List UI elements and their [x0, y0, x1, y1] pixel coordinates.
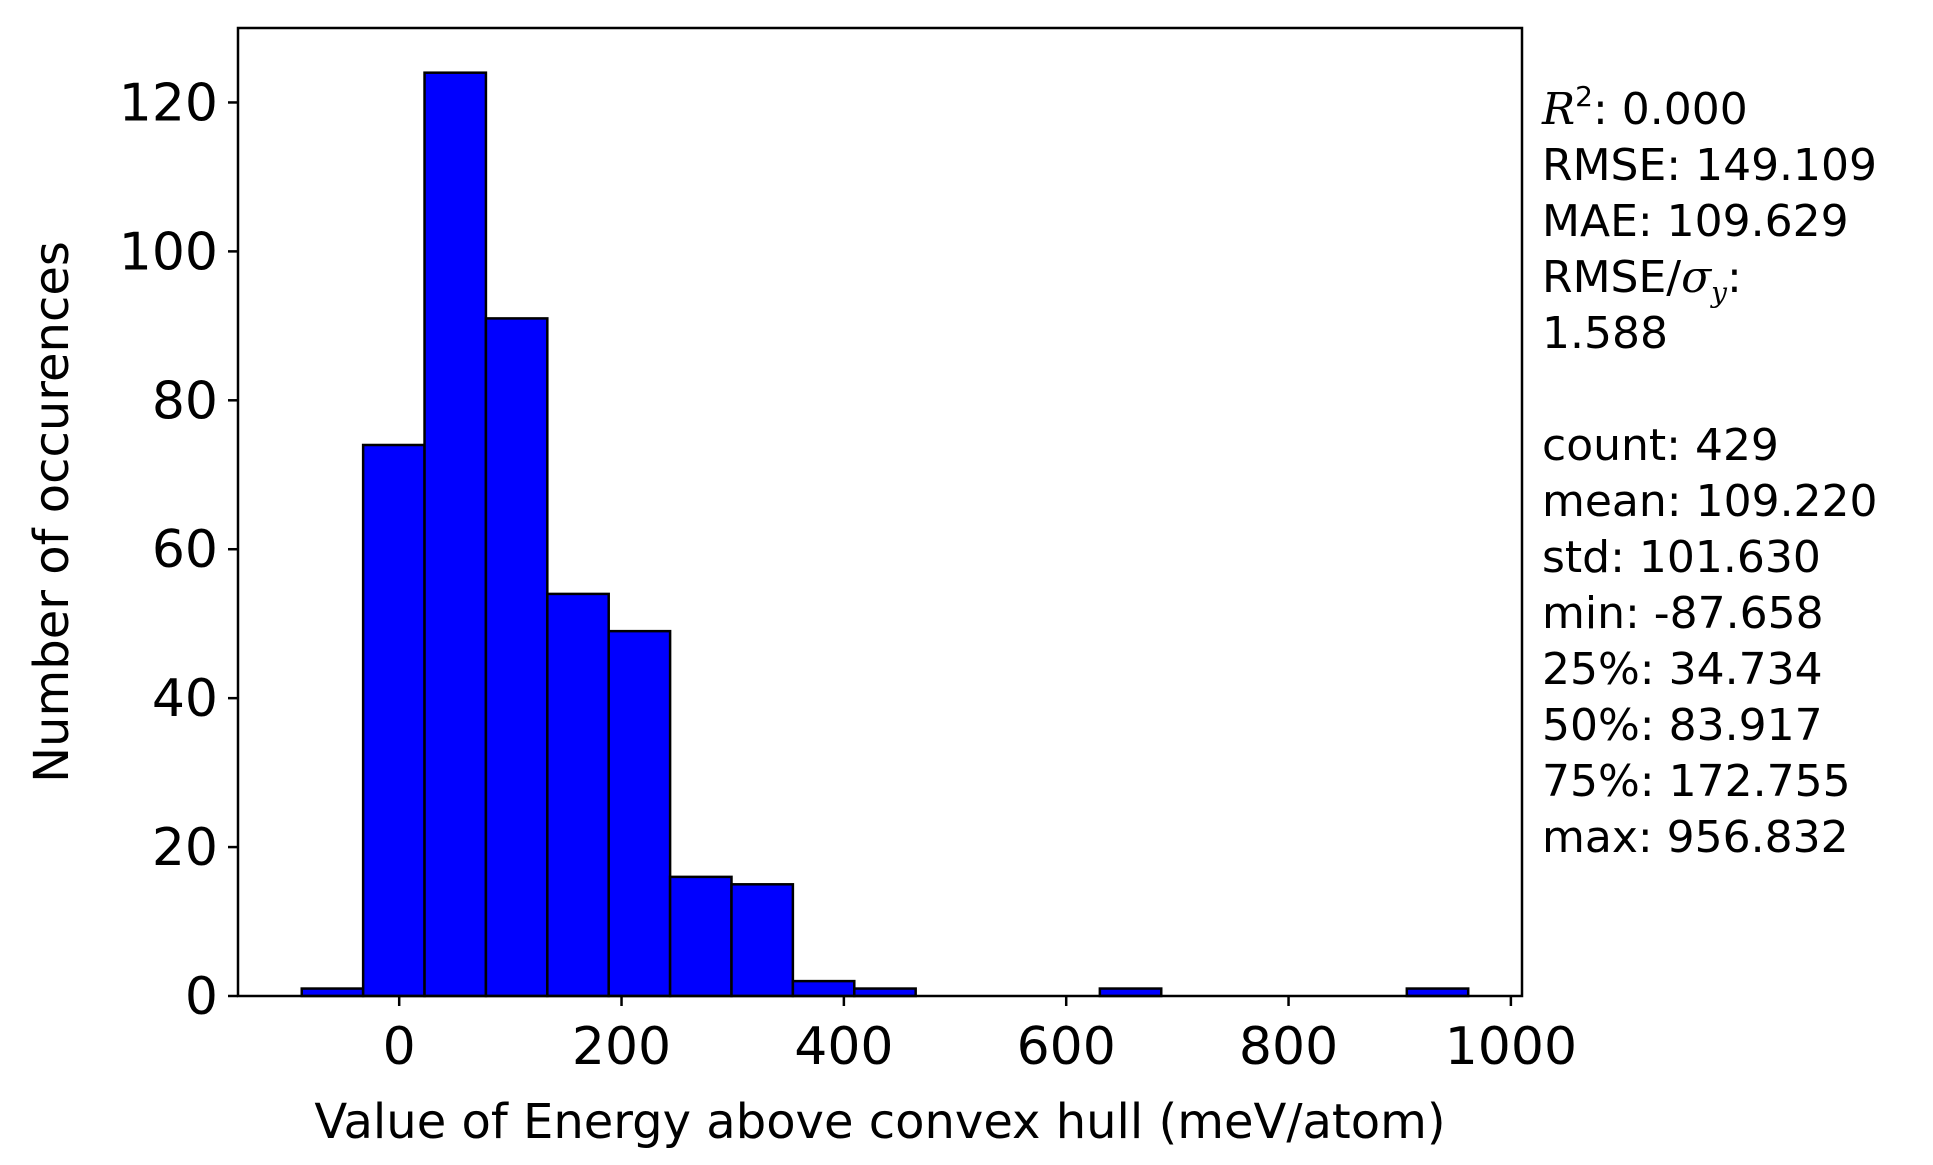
y-axis-ticks: 0 20 40 60 80 100 120	[119, 73, 238, 1027]
p50-stat: 50%: 83.917	[1542, 700, 1823, 751]
y-axis-label: Number of occurences	[24, 241, 80, 783]
max-stat: max: 956.832	[1542, 812, 1849, 863]
x-tick-label: 1000	[1445, 1017, 1577, 1077]
histogram-bar	[546, 592, 610, 998]
rmse-sigma-prefix: RMSE/	[1542, 252, 1682, 303]
sigma-subscript: y	[1711, 276, 1727, 309]
y-tick-label: 20	[152, 818, 218, 878]
y-tick-label: 40	[152, 669, 218, 729]
mean-stat: mean: 109.220	[1542, 476, 1878, 527]
y-tick-label: 0	[185, 967, 218, 1027]
rmse-sigma-value: 1.588	[1542, 308, 1668, 359]
p75-stat: 75%: 172.755	[1542, 756, 1851, 807]
histogram-bar	[791, 979, 856, 998]
r2-value: : 0.000	[1592, 84, 1748, 135]
rmse-sigma-suffix: :	[1726, 252, 1742, 303]
y-tick-label: 80	[152, 371, 218, 431]
histogram-bar	[484, 317, 549, 998]
statistics-panel: R2: 0.000 RMSE: 149.109 MAE: 109.629 RMS…	[1542, 82, 1878, 866]
plot-frame	[236, 26, 1524, 998]
rmse-stat: RMSE: 149.109	[1542, 140, 1878, 191]
x-tick-label: 800	[1239, 1017, 1338, 1077]
count-stat: count: 429	[1542, 420, 1779, 471]
x-tick-label: 200	[572, 1017, 671, 1077]
x-tick-label: 400	[794, 1017, 893, 1077]
stats-spacer	[1542, 362, 1878, 418]
histogram-bar	[730, 883, 795, 998]
histogram-bar	[668, 875, 733, 998]
histogram-bar	[607, 629, 672, 998]
y-tick-label: 60	[152, 520, 218, 580]
r2-superscript: 2	[1575, 80, 1593, 113]
x-axis-label: Value of Energy above convex hull (meV/a…	[314, 1094, 1445, 1150]
sigma-symbol: σ	[1681, 252, 1712, 303]
mae-stat: MAE: 109.629	[1542, 196, 1849, 247]
r2-symbol: R	[1542, 84, 1576, 135]
y-tick-label: 120	[119, 73, 218, 133]
x-axis-ticks: 0 200 400 600 800 1000	[383, 996, 1577, 1077]
std-stat: std: 101.630	[1542, 532, 1821, 583]
x-tick-label: 600	[1017, 1017, 1116, 1077]
x-tick-label: 0	[383, 1017, 416, 1077]
histogram-bars	[300, 71, 1470, 998]
rmse-sigma-stat: RMSE/σy:	[1542, 250, 1878, 309]
histogram-bar	[361, 443, 426, 998]
p25-stat: 25%: 34.734	[1542, 644, 1823, 695]
r2-stat: R2: 0.000	[1542, 82, 1878, 138]
min-stat: min: -87.658	[1542, 588, 1824, 639]
y-tick-label: 100	[119, 222, 218, 282]
histogram-bar	[423, 71, 488, 998]
